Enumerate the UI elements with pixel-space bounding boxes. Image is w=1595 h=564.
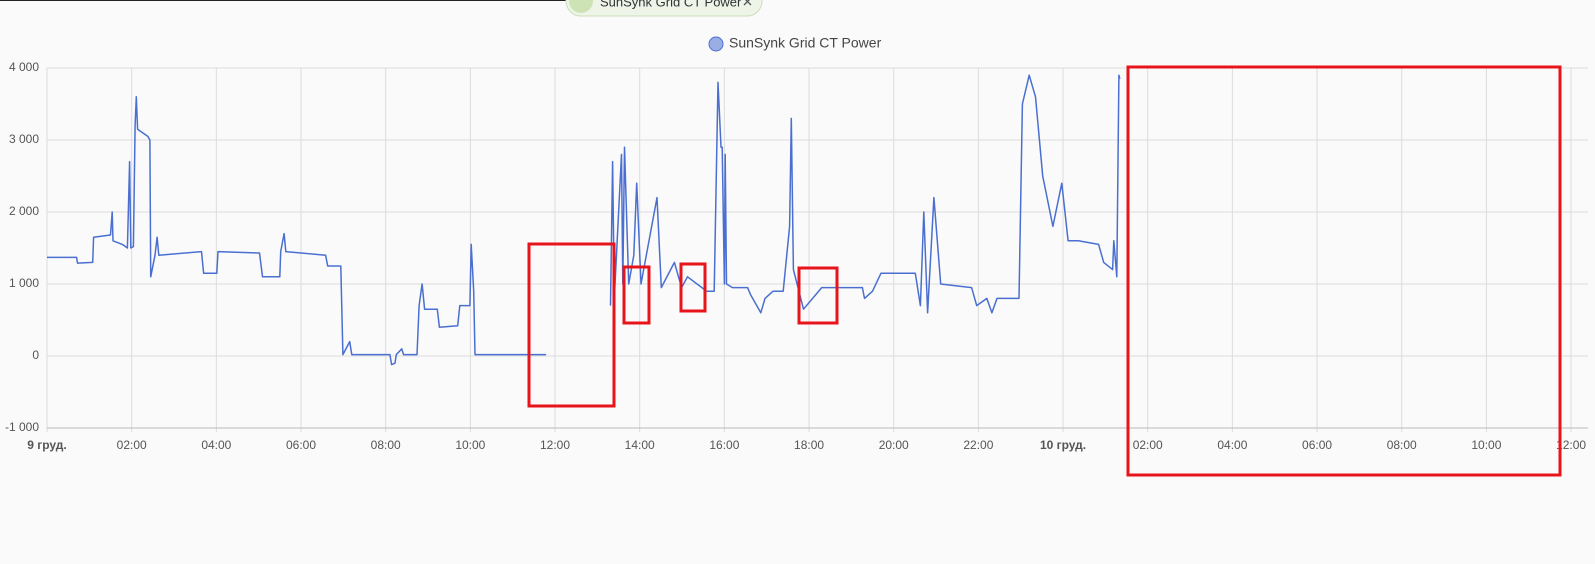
x-tick-label: 14:00 [625, 438, 655, 452]
plot-area: -1 000 0 1 000 2 000 3 000 4 000 9 груд. 02:00 0… [5, 60, 1588, 452]
highlight-box [622, 265, 651, 325]
highlight-box [797, 266, 839, 325]
x-tick-label: 10:00 [455, 438, 485, 452]
y-tick-label: 0 [32, 348, 39, 362]
highlight-box [679, 262, 707, 313]
legend-label: SunSynk Grid CT Power [729, 35, 882, 51]
entity-chip[interactable]: SunSynk Grid CT Power [565, 0, 763, 17]
x-tick-label: 08:00 [371, 438, 401, 452]
chip-background [565, 0, 763, 17]
x-tick-label: 16:00 [709, 438, 739, 452]
y-tick-label: -1 000 [5, 420, 39, 434]
x-tick-label: 02:00 [117, 438, 147, 452]
x-tick-label: 22:00 [963, 438, 993, 452]
x-tick-label: 12:00 [540, 438, 570, 452]
y-tick-label: 4 000 [9, 60, 39, 74]
x-tick-label: 10:00 [1471, 438, 1501, 452]
chip-close[interactable] [743, 0, 752, 6]
legend-swatch [708, 36, 724, 52]
x-tick-label: 12:00 [1556, 438, 1586, 452]
chip-icon [569, 0, 593, 13]
highlight-box [527, 242, 616, 408]
highlight-box [1126, 65, 1562, 477]
x-tick-label: 04:00 [201, 438, 231, 452]
data-line [47, 74, 1121, 366]
y-tick-label: 1 000 [9, 276, 39, 290]
x-tick-label: 02:00 [1133, 438, 1163, 452]
x-tick-label: 06:00 [1302, 438, 1332, 452]
y-tick-label: 3 000 [9, 132, 39, 146]
y-tick-label: 2 000 [9, 204, 39, 218]
annotations [527, 65, 1562, 477]
x-tick-label: 04:00 [1217, 438, 1247, 452]
legend[interactable]: SunSynk Grid CT Power [708, 35, 882, 52]
x-tick-label: 10 груд. [1040, 438, 1086, 452]
x-tick-label: 06:00 [286, 438, 316, 452]
x-tick-label: 08:00 [1387, 438, 1417, 452]
x-tick-label: 9 груд. [27, 438, 67, 452]
chip-label: SunSynk Grid CT Power [600, 0, 742, 9]
x-tick-label: 20:00 [879, 438, 909, 452]
x-tick-label: 18:00 [794, 438, 824, 452]
